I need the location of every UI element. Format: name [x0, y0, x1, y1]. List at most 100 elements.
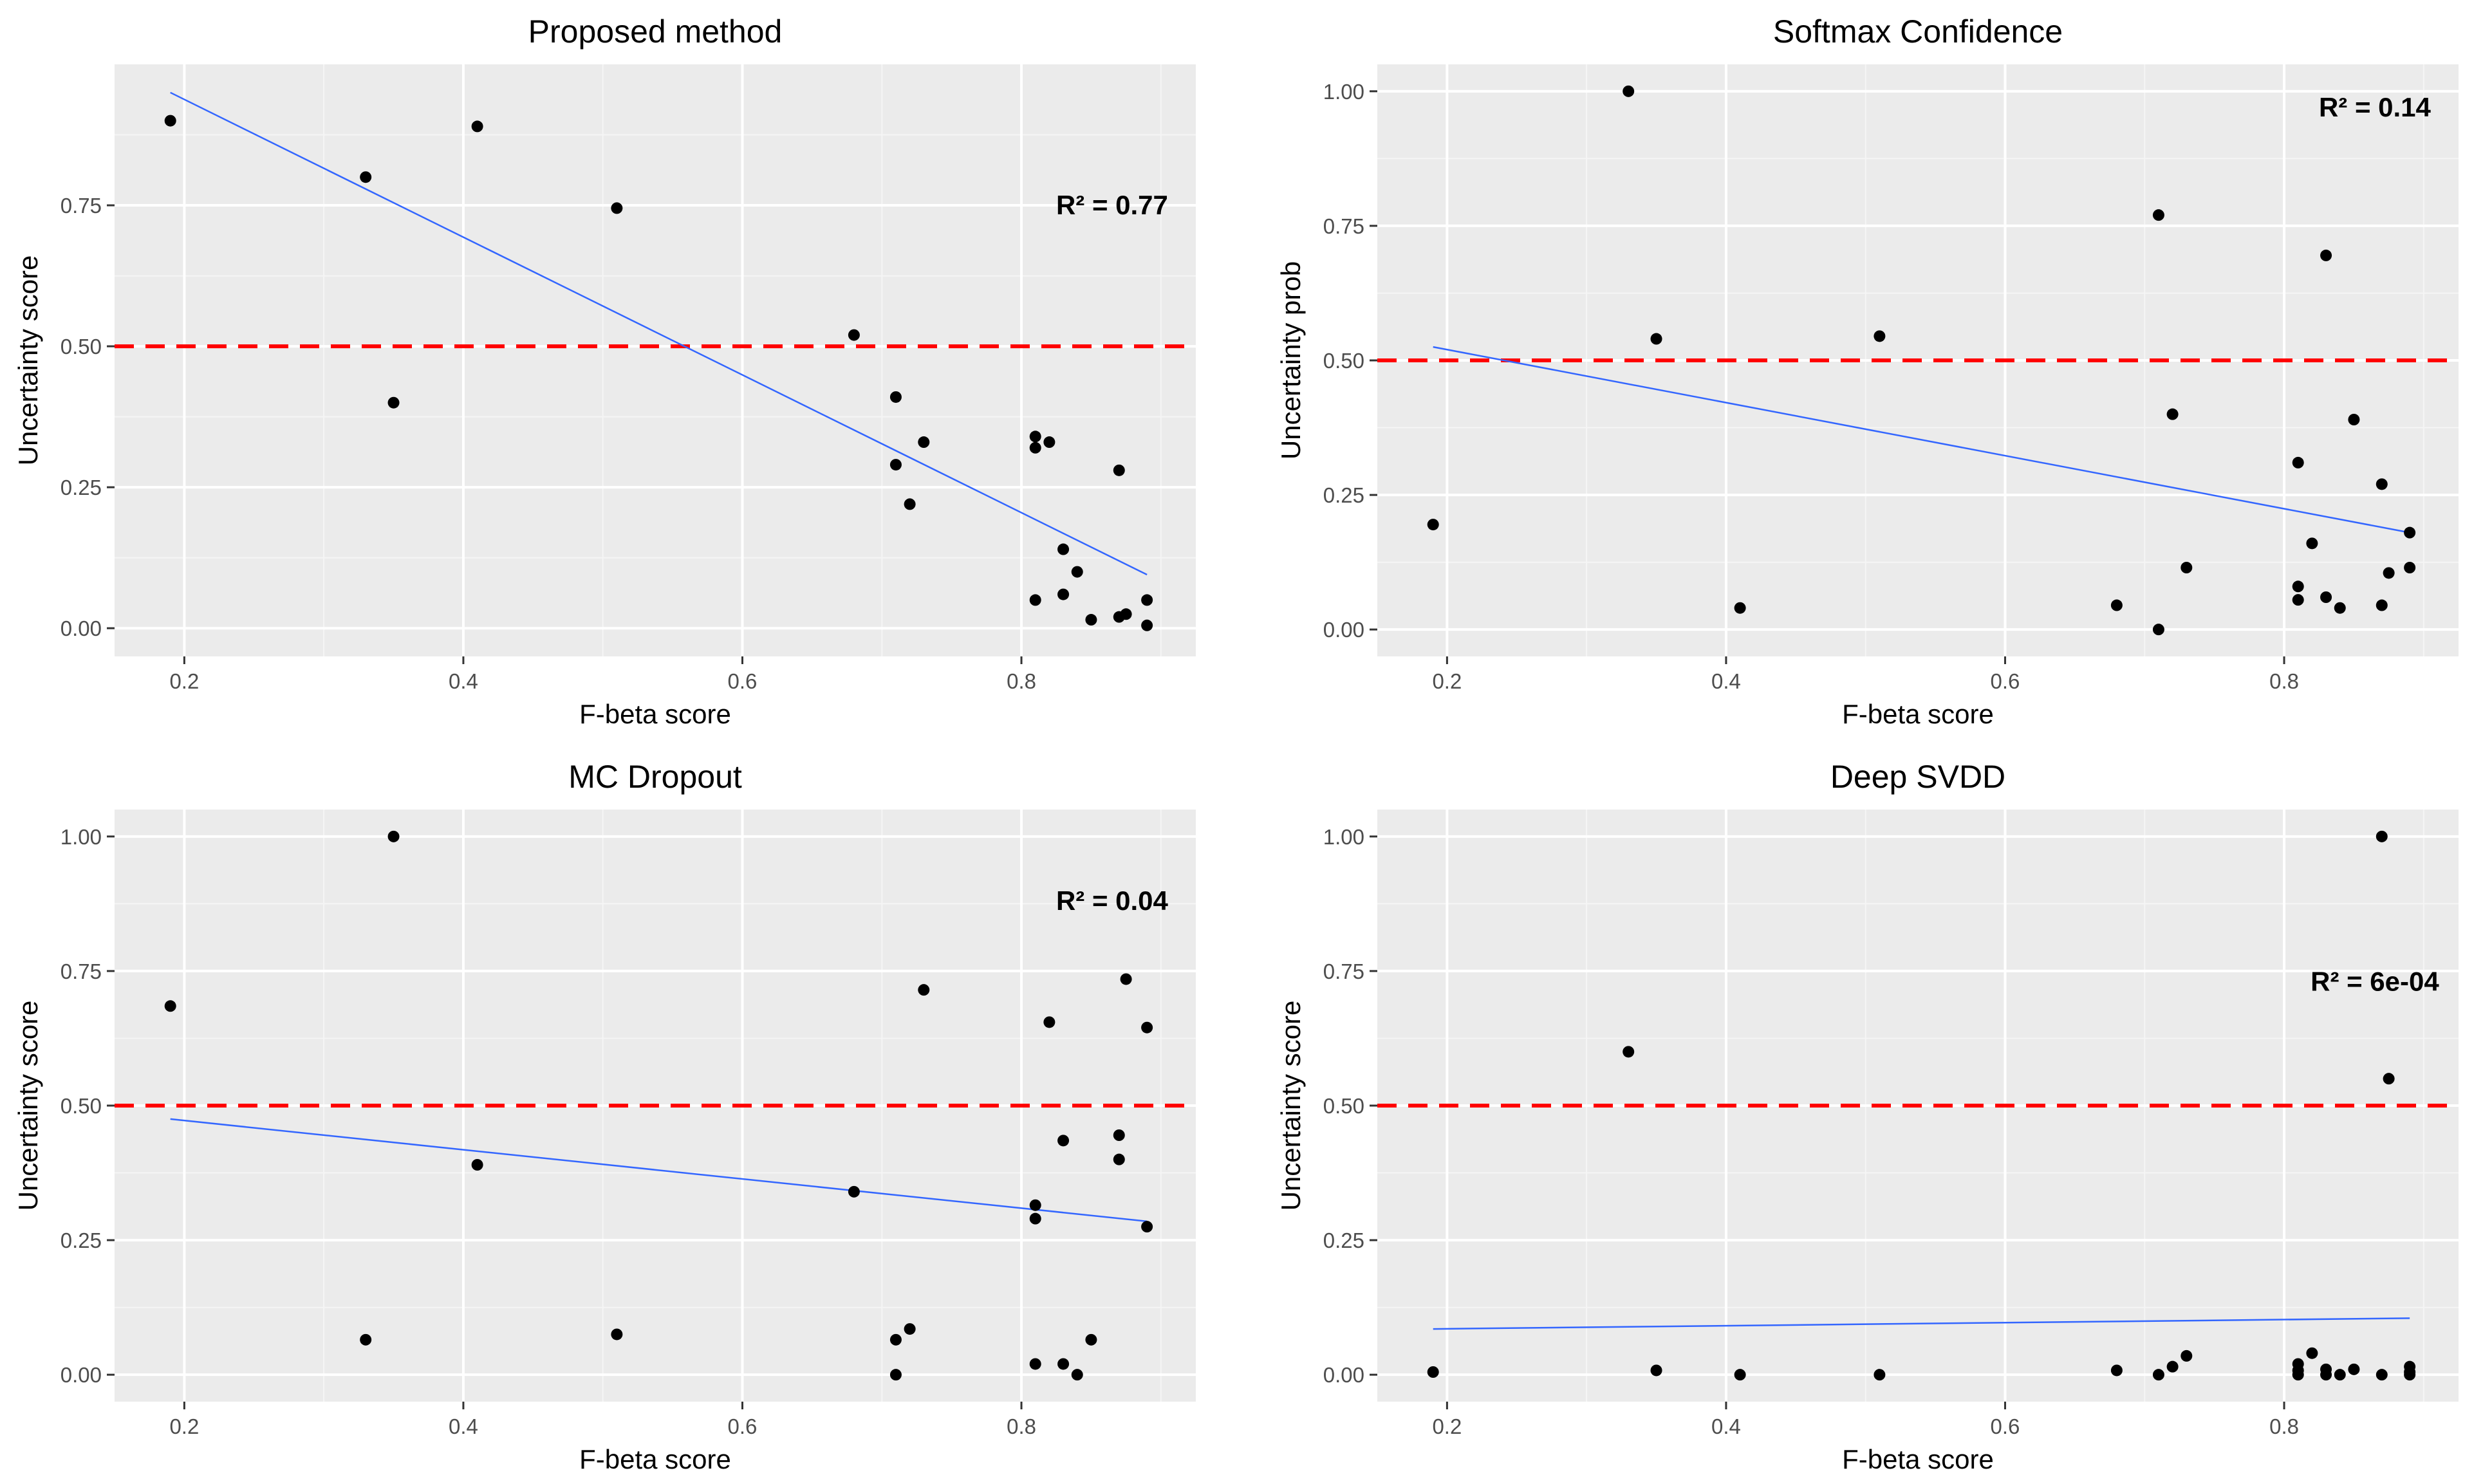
- data-point: [2181, 562, 2193, 573]
- panel-title: Softmax Confidence: [1773, 14, 2063, 50]
- y-tick-label: 0.75: [1323, 960, 1364, 983]
- data-point: [2404, 526, 2416, 539]
- x-axis-title: F-beta score: [1842, 1444, 1994, 1474]
- panel-deep-svdd: 0.2 0.4 0.6 0.8 0.00 0.25 0.50 0.75 1.00 R² = 6e-…: [1276, 759, 2459, 1474]
- x-tick-label: 0.6: [1991, 669, 2020, 693]
- y-axis-title: Uncertainty score: [13, 1001, 43, 1211]
- data-point: [2292, 1369, 2304, 1381]
- fit-line: [1433, 346, 2410, 533]
- x-tick-label: 0.4: [449, 1414, 478, 1438]
- data-point: [2320, 591, 2332, 603]
- data-point: [1057, 543, 1070, 555]
- x-tick-label: 0.8: [2269, 1414, 2299, 1438]
- y-tick-label: 1.00: [1323, 80, 1364, 104]
- y-tick-label: 0.00: [60, 617, 102, 640]
- y-axis-title: Uncertainty score: [13, 255, 43, 466]
- data-point: [1057, 1358, 1070, 1370]
- data-point: [2110, 1364, 2123, 1377]
- data-point: [848, 329, 860, 341]
- panel-title: MC Dropout: [568, 759, 742, 795]
- data-point: [1120, 608, 1132, 620]
- y-tick-label: 0.75: [60, 194, 102, 218]
- data-point: [1623, 1046, 1635, 1058]
- data-point: [387, 396, 400, 409]
- data-point: [2376, 1369, 2388, 1381]
- panel-title: Proposed method: [528, 14, 783, 50]
- data-point: [611, 1328, 623, 1340]
- fit-line: [170, 1118, 1148, 1223]
- data-point: [2348, 1363, 2360, 1375]
- data-point: [2320, 1369, 2332, 1381]
- plot-background: [115, 64, 1196, 656]
- data-point: [848, 1185, 860, 1198]
- data-point: [2152, 1369, 2164, 1381]
- x-axis-title: F-beta score: [579, 1444, 731, 1474]
- y-axis-title: Uncertainty prob: [1276, 261, 1306, 459]
- r2-annotation: R² = 6e-04: [2311, 967, 2439, 997]
- data-point: [360, 171, 372, 183]
- data-point: [2334, 602, 2346, 614]
- y-axis-title: Uncertainty score: [1276, 1001, 1306, 1211]
- x-axis-title: F-beta score: [579, 699, 731, 729]
- data-point: [1057, 588, 1070, 600]
- data-point: [1029, 1212, 1041, 1225]
- data-point: [1029, 1358, 1041, 1370]
- data-point: [918, 984, 930, 996]
- data-point: [2383, 567, 2395, 579]
- r2-annotation: R² = 0.14: [2319, 92, 2432, 122]
- data-point: [2166, 1360, 2179, 1373]
- data-point: [360, 1333, 372, 1346]
- x-tick-label: 0.2: [1432, 1414, 1462, 1438]
- data-point: [904, 1323, 916, 1335]
- data-point: [1043, 436, 1056, 449]
- data-point: [889, 1333, 902, 1346]
- y-tick-label: 0.25: [60, 476, 102, 499]
- data-point: [1141, 594, 1153, 606]
- data-point: [1120, 973, 1132, 985]
- data-point: [1113, 464, 1125, 476]
- panel-mc-dropout: 0.2 0.4 0.6 0.8 0.00 0.25 0.50 0.75 1.00 R² = 0.0…: [13, 759, 1196, 1474]
- y-tick-label: 1.00: [60, 825, 102, 849]
- y-tick-label: 0.50: [60, 1094, 102, 1118]
- panel-title: Deep SVDD: [1830, 759, 2005, 795]
- y-tick-label: 0.25: [1323, 1229, 1364, 1252]
- data-point: [1734, 1369, 1746, 1381]
- data-point: [387, 830, 400, 842]
- y-tick-label: 0.50: [1323, 1094, 1364, 1118]
- fit-line: [1433, 1317, 2410, 1330]
- data-point: [1141, 1021, 1153, 1034]
- panel-softmax-confidence: 0.2 0.4 0.6 0.8 0.00 0.25 0.50 0.75 1.00 R² = 0.1…: [1276, 14, 2459, 729]
- data-point: [1734, 602, 1746, 614]
- x-tick-label: 0.8: [1007, 669, 1036, 693]
- data-point: [471, 120, 483, 133]
- fit-line: [170, 91, 1148, 576]
- y-tick-label: 0.75: [60, 960, 102, 983]
- data-point: [1874, 1369, 1886, 1381]
- data-point: [2306, 537, 2318, 550]
- y-tick-label: 0.00: [60, 1363, 102, 1387]
- data-point: [1085, 614, 1097, 626]
- data-point: [2181, 1350, 2193, 1362]
- data-point: [2292, 580, 2304, 593]
- data-point: [164, 1000, 176, 1012]
- r2-annotation: R² = 0.04: [1056, 886, 1169, 916]
- data-point: [1623, 85, 1635, 97]
- data-point: [1029, 431, 1041, 443]
- y-tick-label: 0.00: [1323, 618, 1364, 642]
- data-point: [2383, 1073, 2395, 1085]
- data-point: [2404, 562, 2416, 573]
- y-tick-label: 0.50: [1323, 349, 1364, 373]
- data-point: [2152, 624, 2164, 636]
- data-point: [1071, 1369, 1083, 1381]
- data-point: [1650, 1364, 1662, 1377]
- data-point: [1427, 1366, 1439, 1378]
- y-tick-label: 0.25: [60, 1229, 102, 1252]
- x-tick-label: 0.4: [449, 669, 478, 693]
- x-tick-label: 0.8: [1007, 1414, 1036, 1438]
- data-point: [2404, 1369, 2416, 1381]
- data-point: [2376, 478, 2388, 490]
- panel-proposed-method: 0.2 0.4 0.6 0.8 0.00 0.25 0.50 0.75 R² = 0.77 Pro…: [13, 14, 1196, 729]
- data-point: [2348, 414, 2360, 425]
- data-point: [2152, 209, 2164, 221]
